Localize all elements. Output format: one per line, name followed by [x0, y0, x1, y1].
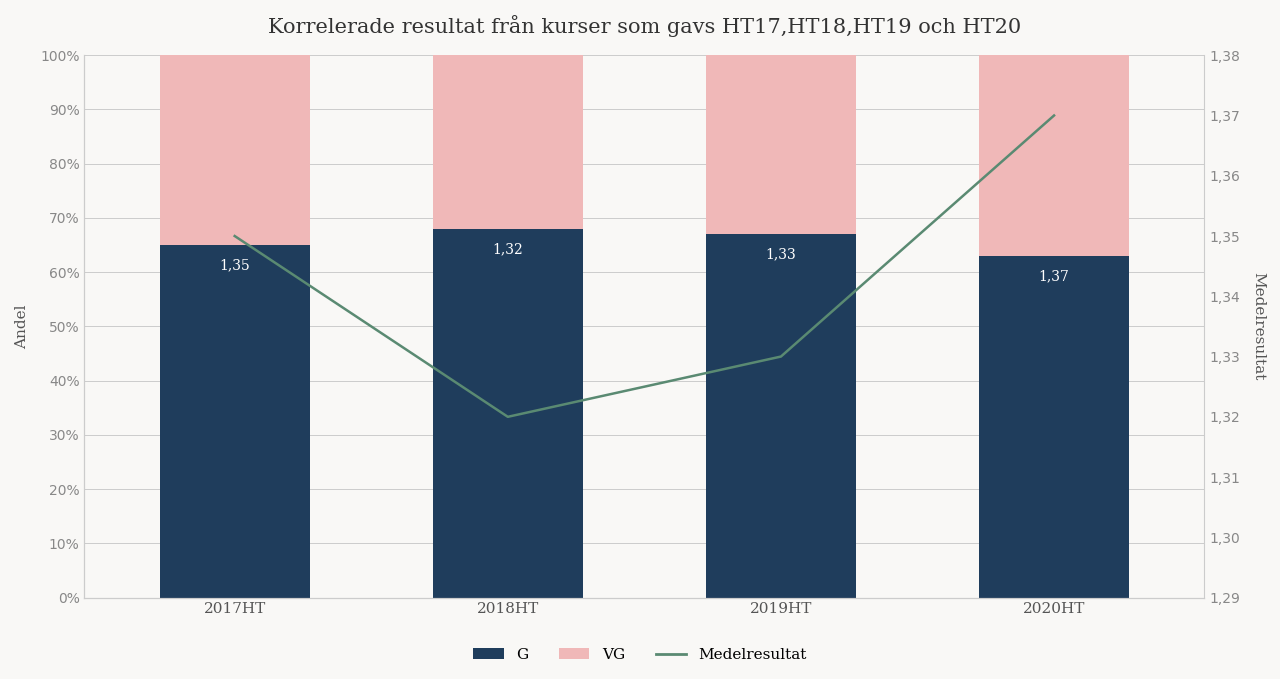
Medelresultat — [1046, 111, 1061, 120]
Bar — [433, 55, 582, 229]
Medelresultat — [773, 352, 788, 361]
Line: Medelresultat: Medelresultat — [234, 115, 1053, 417]
Bar — [160, 245, 310, 598]
Bar — [705, 55, 856, 234]
Bar — [705, 234, 856, 598]
Y-axis label: Medelresultat: Medelresultat — [1251, 272, 1265, 381]
Bar — [160, 55, 310, 245]
Text: 1,32: 1,32 — [493, 242, 524, 257]
Bar — [433, 229, 582, 598]
Y-axis label: Andel: Andel — [15, 304, 29, 348]
Title: Korrelerade resultat från kurser som gavs HT17,HT18,HT19 och HT20: Korrelerade resultat från kurser som gav… — [268, 15, 1021, 37]
Legend: G, VG, Medelresultat: G, VG, Medelresultat — [467, 642, 813, 668]
Text: 1,33: 1,33 — [765, 248, 796, 262]
Medelresultat — [227, 232, 242, 240]
Medelresultat — [500, 413, 516, 421]
Bar — [979, 256, 1129, 598]
Text: 1,35: 1,35 — [219, 259, 250, 272]
Bar — [979, 55, 1129, 256]
Text: 1,37: 1,37 — [1038, 270, 1070, 283]
